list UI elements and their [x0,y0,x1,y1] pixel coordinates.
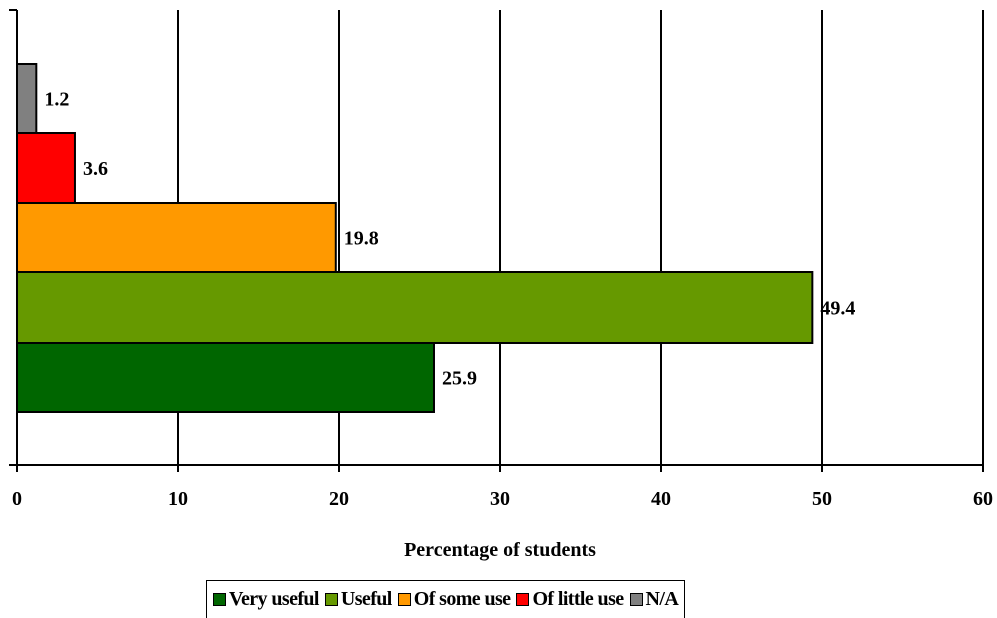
bars [16,63,814,413]
legend-label: Of some use [413,588,511,610]
data-label: 25.9 [442,368,477,390]
legend-swatch [516,593,530,606]
legend-item: Of some use [397,588,511,611]
x-axis-title: Percentage of students [404,539,596,561]
legend-item: N/A [629,588,679,611]
legend-swatch [213,593,226,606]
legend-label: N/A [645,588,679,610]
legend-label: Useful [340,588,392,610]
bar [16,202,337,273]
data-labels: 25.9 49.4 19.8 3.6 1.2 [44,89,855,390]
x-tick-label: 30 [490,488,510,510]
legend-swatch [397,593,411,606]
bar [16,63,38,134]
legend-label: Of little use [532,588,624,610]
x-tick-label: 10 [168,488,188,510]
data-label: 49.4 [820,298,855,320]
x-tick-label: 60 [973,488,993,510]
axes [9,9,984,472]
data-label: 1.2 [44,89,69,111]
x-tick-label: 20 [329,488,349,510]
legend-swatch [324,593,338,606]
tick-labels: 0 10 20 30 40 50 60 [12,488,993,510]
bar-chart: 0 10 20 30 40 50 60 25.9 49.4 19.8 3.6 1.2 Percent… [9,9,993,561]
data-label: 19.8 [344,228,379,250]
x-tick-label: 0 [12,488,22,510]
bar [16,271,814,344]
legend: Very useful Useful Of some use Of little us… [206,580,686,618]
legend-item: Of little use [516,588,624,611]
legend-item: Very useful [213,588,319,611]
legend-item: Useful [324,588,392,611]
legend-label: Very useful [229,588,319,610]
x-tick-label: 40 [651,488,671,510]
legend-swatch [629,593,643,606]
bar [16,132,76,204]
bar [16,342,435,413]
x-tick-label: 50 [812,488,832,510]
data-label: 3.6 [83,158,108,180]
